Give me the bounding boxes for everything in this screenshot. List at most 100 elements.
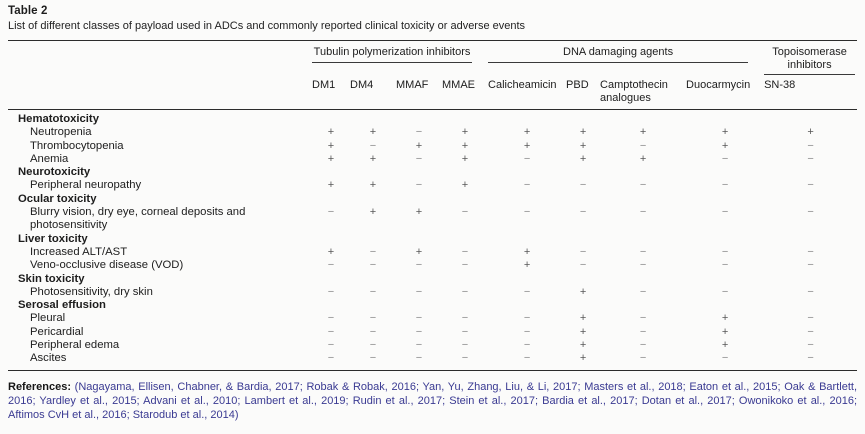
group-tubulin-label: Tubulin polymerization inhibitors — [312, 46, 473, 63]
cell-value: + — [721, 325, 729, 338]
table-row: Blurry vision, dry eye, corneal deposits… — [8, 206, 857, 233]
cell-value: − — [639, 352, 647, 365]
cell-value: − — [415, 126, 423, 139]
cell-value: + — [807, 126, 814, 139]
cell-value: − — [523, 352, 531, 365]
category-label: Liver toxicity — [18, 232, 88, 245]
cell-value: − — [721, 179, 729, 192]
cell-value: − — [369, 325, 377, 338]
references-citations[interactable]: (Nagayama, Ellisen, Chabner, & Bardia, 2… — [8, 380, 858, 421]
cell-value: − — [579, 245, 587, 258]
cell-value: − — [807, 325, 814, 338]
table-row: Veno-occlusive disease (VOD) − − − − + − − − − — [8, 259, 857, 272]
cell-value: − — [461, 339, 469, 352]
cell-value: + — [721, 312, 729, 325]
cell-value: + — [415, 139, 423, 152]
payload-toxicity-table: Tubulin polymerization inhibitors DNA da… — [8, 40, 858, 371]
cell-value: − — [369, 352, 377, 365]
group-header-row: Tubulin polymerization inhibitors DNA da… — [8, 41, 857, 75]
cell-value: − — [415, 325, 423, 338]
cell-value: + — [721, 339, 729, 352]
table-row: Thrombocytopenia + − + + + + − + − — [8, 140, 857, 153]
row-label: Peripheral neuropathy — [30, 179, 142, 192]
cell-value: − — [415, 152, 423, 165]
cell-value: + — [639, 152, 647, 165]
table-row: Liver toxicity — [8, 233, 857, 246]
row-label: Peripheral edema — [30, 339, 120, 352]
cell-value: − — [523, 152, 531, 165]
table-row: Pleural − − − − − + − + − — [8, 312, 857, 325]
cell-value: + — [639, 126, 647, 139]
cell-value: + — [415, 245, 423, 258]
cell-value: − — [807, 259, 814, 272]
cell-value: − — [807, 245, 814, 258]
row-label: Thrombocytopenia — [30, 139, 124, 152]
cell-value: + — [579, 325, 587, 338]
cell-value: − — [807, 139, 814, 152]
row-label: Photosensitivity, dry skin — [30, 285, 153, 298]
table-row: Peripheral edema − − − − − + − + − — [8, 339, 857, 352]
cell-value: + — [369, 152, 377, 165]
cell-value: − — [327, 312, 335, 325]
cell-value: − — [639, 259, 647, 272]
cell-value: − — [461, 206, 469, 219]
page: Table 2 List of different classes of pay… — [8, 5, 858, 422]
cell-value: − — [523, 285, 531, 298]
table-row: Pericardial − − − − − + − + − — [8, 326, 857, 339]
cell-value: − — [639, 312, 647, 325]
references: References: (Nagayama, Ellisen, Chabner,… — [8, 380, 857, 422]
col-dm1: DM1 — [312, 75, 350, 110]
col-mmae: MMAE — [442, 75, 489, 110]
cell-value: + — [579, 312, 587, 325]
cell-value: − — [415, 179, 423, 192]
cell-value: − — [721, 152, 729, 165]
cell-value: + — [523, 139, 531, 152]
table-caption: List of different classes of payload use… — [8, 20, 526, 32]
cell-value: + — [369, 179, 377, 192]
cell-value: + — [523, 245, 531, 258]
cell-value: + — [461, 126, 469, 139]
table-row: Neutropenia + + − + + + + + + — [8, 126, 857, 139]
cell-value: − — [327, 352, 335, 365]
cell-value: − — [461, 325, 469, 338]
table-row: Ocular toxicity — [8, 193, 857, 206]
cell-value: + — [579, 285, 587, 298]
cell-value: − — [461, 259, 469, 272]
cell-value: − — [807, 285, 814, 298]
table-row: Hematotoxicity — [8, 110, 857, 127]
cell-value: − — [807, 352, 814, 365]
table-row: Serosal effusion — [8, 299, 857, 312]
row-label: Neutropenia — [30, 126, 92, 139]
table-row: Increased ALT/AST + − + − + − − − − — [8, 246, 857, 259]
cell-value: − — [807, 312, 814, 325]
row-label: Anemia — [30, 152, 69, 165]
col-sn38: SN-38 — [764, 75, 858, 110]
cell-value: + — [721, 126, 729, 139]
cell-value: − — [721, 285, 729, 298]
cell-value: + — [523, 259, 531, 272]
cell-value: + — [369, 126, 377, 139]
cell-value: − — [639, 206, 647, 219]
cell-value: − — [807, 179, 814, 192]
col-calicheamicin: Calicheamicin — [488, 75, 567, 110]
row-label: Pleural — [30, 312, 66, 325]
cell-value: − — [461, 245, 469, 258]
cell-value: + — [415, 206, 423, 219]
table-row: Peripheral neuropathy + + − + − − − − − — [8, 179, 857, 192]
cell-value: − — [327, 259, 335, 272]
references-label: References: — [8, 380, 71, 393]
cell-value: − — [807, 339, 814, 352]
cell-value: − — [369, 285, 377, 298]
cell-value: + — [461, 139, 469, 152]
col-pbd: PBD — [566, 75, 601, 110]
cell-value: − — [639, 285, 647, 298]
col-duocarmycin: Duocarmycin — [686, 75, 765, 110]
cell-value: − — [523, 325, 531, 338]
cell-value: − — [415, 352, 423, 365]
cell-value: − — [523, 179, 531, 192]
cell-value: − — [721, 352, 729, 365]
cell-value: + — [579, 126, 587, 139]
column-header-row: DM1 DM4 MMAF MMAE Calicheamicin PBD Camp… — [8, 75, 858, 110]
table-row: Ascites − − − − − + − − − — [8, 352, 857, 370]
category-label: Hematotoxicity — [18, 113, 99, 125]
